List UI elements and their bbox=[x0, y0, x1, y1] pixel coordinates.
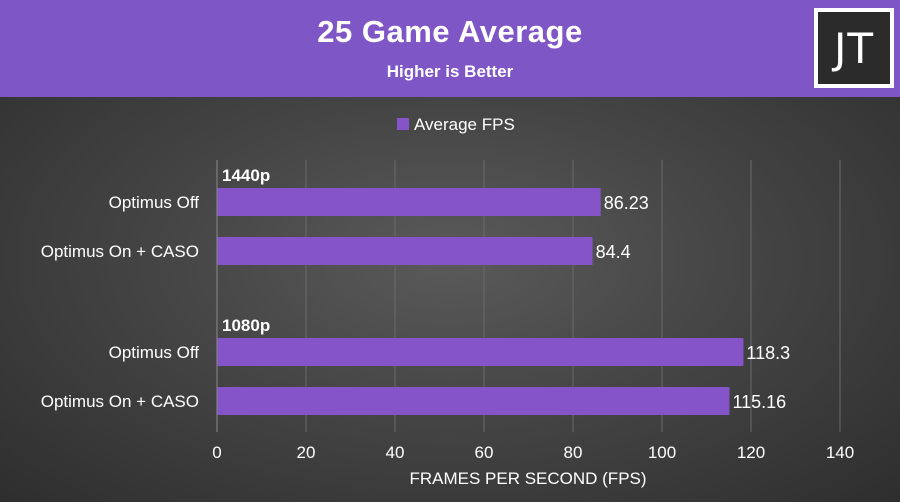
chart-title: 25 Game Average bbox=[317, 14, 583, 49]
x-tick-label: 20 bbox=[297, 443, 316, 462]
data-label: 86.23 bbox=[604, 193, 649, 213]
x-tick-label: 0 bbox=[212, 443, 221, 462]
category-label: Optimus On + CASO bbox=[41, 242, 199, 261]
x-tick-label: 100 bbox=[648, 443, 676, 462]
category-label: Optimus Off bbox=[109, 193, 200, 212]
group-label: 1080p bbox=[222, 316, 270, 335]
category-label: Optimus Off bbox=[109, 343, 200, 362]
bar bbox=[217, 338, 744, 366]
x-tick-label: 140 bbox=[826, 443, 854, 462]
plot-background bbox=[0, 97, 900, 502]
x-tick-label: 80 bbox=[564, 443, 583, 462]
x-tick-label: 60 bbox=[475, 443, 494, 462]
x-tick-label: 40 bbox=[386, 443, 405, 462]
bar bbox=[217, 237, 593, 265]
legend-swatch bbox=[397, 118, 409, 130]
legend-label: Average FPS bbox=[414, 115, 515, 134]
logo-text: JT bbox=[833, 23, 875, 73]
data-label: 84.4 bbox=[596, 242, 631, 262]
x-axis-title: FRAMES PER SECOND (FPS) bbox=[409, 469, 646, 488]
bar bbox=[217, 188, 601, 216]
channel-logo: JT bbox=[814, 8, 894, 88]
chart-header: 25 Game Average Higher is Better bbox=[0, 0, 900, 97]
bar bbox=[217, 387, 730, 415]
x-tick-label: 120 bbox=[737, 443, 765, 462]
chart-subtitle: Higher is Better bbox=[386, 62, 514, 81]
data-label: 115.16 bbox=[732, 392, 786, 412]
group-label: 1440p bbox=[222, 166, 270, 185]
category-label: Optimus On + CASO bbox=[41, 392, 199, 411]
data-label: 118.3 bbox=[746, 343, 790, 363]
